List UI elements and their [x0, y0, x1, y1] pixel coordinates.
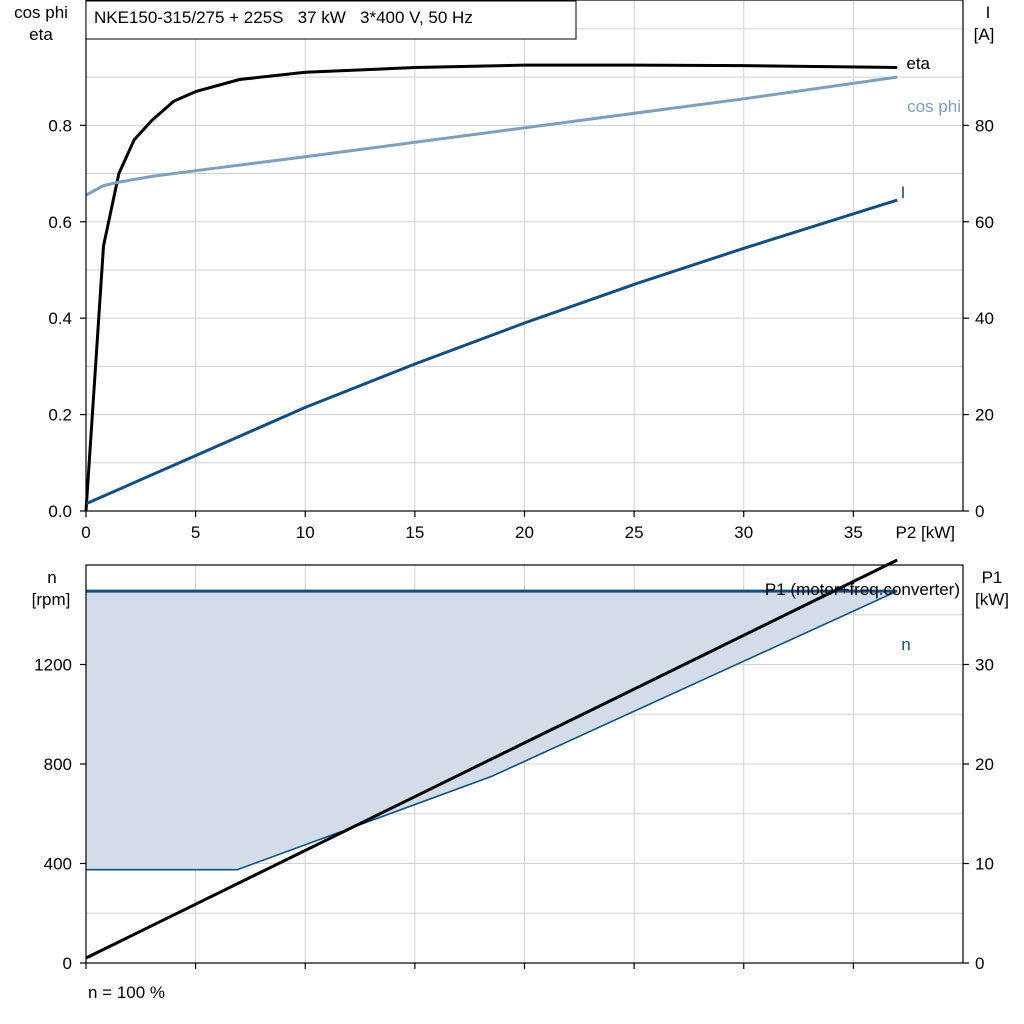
n-series-label: n [901, 635, 910, 654]
lower-left-label-line1: n [47, 568, 56, 587]
p1-tick-label: 30 [975, 656, 994, 675]
upper-left-label-line2: eta [29, 25, 53, 44]
x-tick-label: 20 [515, 523, 534, 542]
x-tick-label: 5 [191, 523, 200, 542]
chart-title: NKE150-315/275 + 225S 37 kW 3*400 V, 50 … [94, 8, 473, 27]
x-tick-label: 15 [405, 523, 424, 542]
n-tick-label: 400 [44, 855, 72, 874]
right-tick-label: 40 [975, 309, 994, 328]
eta-line [84, 63, 898, 512]
lower-right-label-line2: [kW] [975, 590, 1009, 609]
right-tick-label: 80 [975, 116, 994, 135]
title-box [85, 0, 577, 40]
n-tick-label: 0 [63, 954, 72, 973]
x-tick-label: 30 [734, 523, 753, 542]
upper-ticks: 0 5 10 15 20 25 30 35 0.0 0.2 0.4 0.6 0.8 0 20 40 60 80 [48, 116, 994, 542]
left-tick-label: 0.4 [48, 309, 72, 328]
x-tick-label: 10 [296, 523, 315, 542]
n-tick-label: 800 [44, 755, 72, 774]
lower-ticks: 0 400 800 1200 0 10 20 30 [34, 656, 994, 974]
lower-right-label-line1: P1 [982, 568, 1003, 587]
lower-left-label-line2: [rpm] [32, 590, 71, 609]
left-tick-label: 0.0 [48, 502, 72, 521]
x-axis-label: P2 [kW] [895, 523, 955, 542]
x-tick-label: 35 [844, 523, 863, 542]
left-tick-label: 0.2 [48, 406, 72, 425]
lower-series [85, 558, 898, 960]
x-tick-label: 0 [81, 523, 90, 542]
eta-series-label: eta [906, 54, 930, 73]
p1-power-line [85, 558, 898, 960]
x-tick-label: 25 [625, 523, 644, 542]
p1-series-label: P1 (motor+freq.converter) [765, 580, 960, 599]
upper-right-label-line2: [A] [974, 25, 995, 44]
p1-tick-label: 10 [975, 855, 994, 874]
cos-phi-series-label: cos phi [907, 97, 961, 116]
upper-right-label-line1: I [986, 3, 991, 22]
right-tick-label: 0 [975, 502, 984, 521]
footer-note: n = 100 % [88, 983, 165, 1002]
current-line [85, 198, 898, 506]
speed-range-area [86, 591, 898, 870]
left-tick-label: 0.6 [48, 213, 72, 232]
right-tick-label: 60 [975, 213, 994, 232]
n-tick-label: 1200 [34, 656, 72, 675]
cos-phi-line [85, 75, 898, 197]
p1-tick-label: 20 [975, 755, 994, 774]
p1-tick-label: 0 [975, 954, 984, 973]
left-tick-label: 0.8 [48, 116, 72, 135]
right-tick-label: 20 [975, 406, 994, 425]
upper-grid [86, 0, 963, 511]
upper-series [84, 63, 898, 512]
upper-left-label-line1: cos phi [14, 3, 68, 22]
current-series-label: I [901, 183, 906, 202]
